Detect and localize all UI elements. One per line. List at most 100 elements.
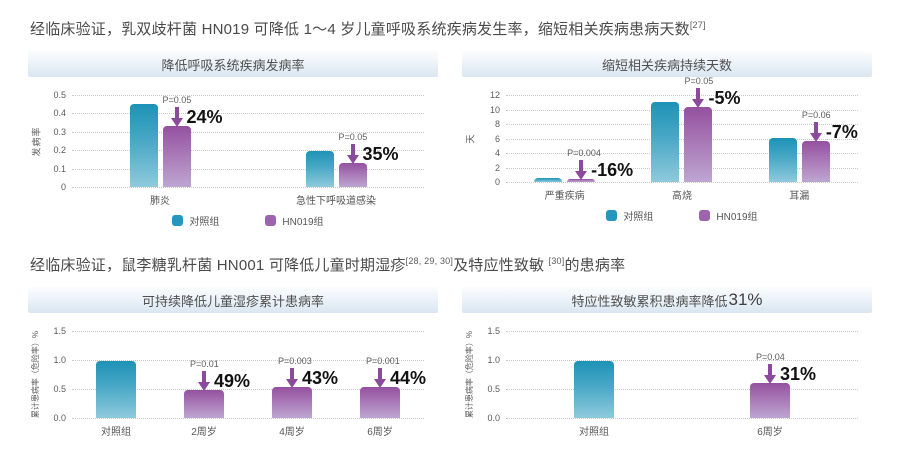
category-label: 肺炎 — [150, 196, 170, 207]
gridline — [506, 167, 858, 169]
p-value: P=0.05 — [684, 75, 714, 86]
bar-group-3: 6周岁 P=0.001 44% — [360, 356, 426, 438]
chart-title-text: 31% — [728, 290, 763, 309]
decrease-percent: 35% — [362, 144, 399, 165]
reference-superscript: [27] — [689, 20, 706, 30]
chart-body: 发病率 0.5 0.4 0.3 0.2 0.1 0 肺炎 P=0.05 24% 急性下呼吸道感染 P=… — [28, 90, 438, 207]
heading-text: 及特应性致敏 — [453, 257, 549, 274]
control-bar — [96, 361, 136, 418]
decrease-arrow-icon — [374, 368, 386, 389]
decrease-annotation: P=0.01 49% — [190, 359, 251, 392]
control-bar — [768, 137, 797, 182]
y-tick-label: 12 — [489, 90, 500, 100]
heading-text: 的患病率 — [564, 257, 626, 274]
gridline — [506, 360, 858, 361]
reference-superscript: [30] — [548, 256, 565, 266]
category-label: 对照组 — [101, 427, 131, 438]
bar-group-0: 对照组 — [574, 361, 614, 438]
y-tick-label: 0 — [494, 177, 500, 187]
bar-groups: 严重疾病 P=0.004 -16% 高烧 P=0.05 -5% 耳漏 P=0.06 -7% — [506, 76, 858, 202]
infographic-page: 经临床验证，乳双歧杆菌 HN019 可降低 1～4 岁儿童呼吸系统疾病发生率，缩… — [0, 20, 900, 438]
y-tick-label: 8 — [494, 119, 500, 129]
legend-item: 对照组 — [172, 213, 219, 228]
decrease-arrow-icon — [170, 107, 183, 128]
plot-area: 肺炎 P=0.05 24% 急性下呼吸道感染 P=0.05 35% — [72, 95, 424, 207]
y-axis-label: 累计患病率（危险率）% — [462, 331, 478, 418]
y-tick-label: 0.1 — [53, 163, 66, 174]
y-tick-label: 2 — [494, 162, 500, 173]
decrease-arrow-icon — [286, 368, 298, 389]
y-axis-label-text: 天 — [465, 133, 476, 144]
decrease-annotation: P=0.05 -5% — [684, 76, 741, 108]
chart-card-resp-incidence: 降低呼吸系统疾病发病率 发病率 0.5 0.4 0.3 0.2 0.1 0 肺炎 P=0.05 24… — [28, 51, 438, 228]
p-value: P=0.004 — [567, 147, 601, 158]
hn019-bar — [801, 141, 830, 182]
chart-body: 累计患病率（危险率）% 1.5 1.0 0.5 0.0 对照组 2周岁 P=0.01 49% 4周… — [28, 326, 438, 438]
p-value: P=0.05 — [338, 132, 368, 143]
section-hn019: 经临床验证，乳双歧杆菌 HN019 可降低 1～4 岁儿童呼吸系统疾病发生率，缩… — [0, 20, 900, 228]
control-bar — [651, 102, 680, 182]
category-label: 急性下呼吸道感染 — [296, 196, 376, 207]
legend-label: HN019组 — [716, 212, 758, 223]
decrease-arrow-icon — [764, 364, 776, 385]
age-2-bar — [184, 390, 224, 418]
control-bar — [305, 151, 334, 187]
legend-swatch-teal — [172, 215, 184, 226]
decrease-annotation: P=0.04 31% — [756, 352, 817, 385]
gridline — [506, 418, 858, 419]
control-bar — [129, 104, 158, 187]
gridline — [506, 124, 858, 125]
decrease-arrow-icon — [692, 87, 705, 108]
chart-title-text: 可持续降低儿童湿疹累计患病率 — [141, 293, 324, 309]
y-tick-label: 0.5 — [487, 384, 500, 394]
age-6-bar — [750, 383, 790, 418]
arrow-percent-row: 24% — [170, 107, 223, 128]
y-tick-label: 0.5 — [53, 384, 66, 394]
arrow-percent-row: 31% — [764, 364, 817, 385]
hn019-bar — [338, 163, 367, 187]
chart-title-text: 降低呼吸系统疾病发病率 — [161, 57, 305, 73]
arrow-percent-row: 35% — [346, 144, 399, 165]
decrease-annotation: P=0.05 24% — [163, 95, 223, 128]
reference-superscript: [28, 29, 30] — [405, 256, 454, 266]
age-4-bar — [272, 387, 312, 418]
category-label: 4周岁 — [279, 427, 305, 438]
chart-title-resp-incidence: 降低呼吸系统疾病发病率 — [28, 51, 438, 77]
gridline — [72, 389, 424, 390]
chart-legend: 对照组 HN019组 — [462, 208, 872, 223]
charts-row-hn019: 降低呼吸系统疾病发病率 发病率 0.5 0.4 0.3 0.2 0.1 0 肺炎 P=0.05 24… — [0, 51, 900, 228]
heading-text: 经临床验证，鼠李糖乳杆菌 HN001 可降低儿童时期湿疹 — [30, 257, 406, 274]
gridline — [72, 331, 424, 332]
decrease-annotation: P=0.05 35% — [339, 132, 399, 165]
decrease-arrow-icon — [346, 144, 359, 165]
decrease-percent: 31% — [780, 364, 817, 385]
arrow-percent-row: -5% — [692, 87, 741, 108]
plot-area: 对照组 2周岁 P=0.01 49% 4周岁 P=0.003 43% 6周岁 P=0.001 44… — [72, 331, 426, 438]
y-tick-label: 0.5 — [53, 90, 66, 100]
category-label: 耳漏 — [789, 191, 810, 202]
p-value: P=0.01 — [190, 359, 219, 370]
chart-title-eczema-cumulative: 可持续降低儿童湿疹累计患病率 — [28, 287, 438, 313]
section-hn001: 经临床验证，鼠李糖乳杆菌 HN001 可降低儿童时期湿疹[28, 29, 30]… — [0, 256, 900, 438]
legend-swatch-purple — [265, 215, 277, 226]
legend-item: HN019组 — [265, 213, 324, 228]
bar-group-1: 高烧 P=0.05 -5% — [651, 76, 741, 202]
y-axis-label: 天 — [462, 95, 478, 182]
decrease-percent: 24% — [186, 107, 223, 128]
y-axis: 12 10 8 6 4 2 0 — [478, 90, 506, 187]
p-value: P=0.003 — [278, 356, 312, 367]
legend-label: 对照组 — [623, 212, 654, 223]
bar-groups: 对照组 2周岁 P=0.01 49% 4周岁 P=0.003 43% 6周岁 P=0.001 44… — [72, 331, 426, 438]
decrease-percent: 49% — [214, 371, 251, 392]
y-tick-label: 0 — [60, 182, 66, 192]
gridline — [506, 109, 858, 111]
bar-group-0: 对照组 — [96, 361, 136, 438]
y-axis-label-text: 累计患病率（危险率）% — [31, 330, 41, 419]
y-tick-label: 0.0 — [53, 413, 66, 423]
bar-groups: 对照组 6周岁 P=0.04 31% — [506, 331, 858, 438]
decrease-percent: -16% — [591, 159, 634, 180]
y-tick-label: 1.5 — [487, 326, 500, 336]
section-heading-hn019: 经临床验证，乳双歧杆菌 HN019 可降低 1～4 岁儿童呼吸系统疾病发生率，缩… — [30, 20, 870, 39]
bar-group-0: 严重疾病 P=0.004 -16% — [534, 148, 633, 202]
chart-title-text: 缩短相关疾病持续天数 — [601, 57, 732, 73]
